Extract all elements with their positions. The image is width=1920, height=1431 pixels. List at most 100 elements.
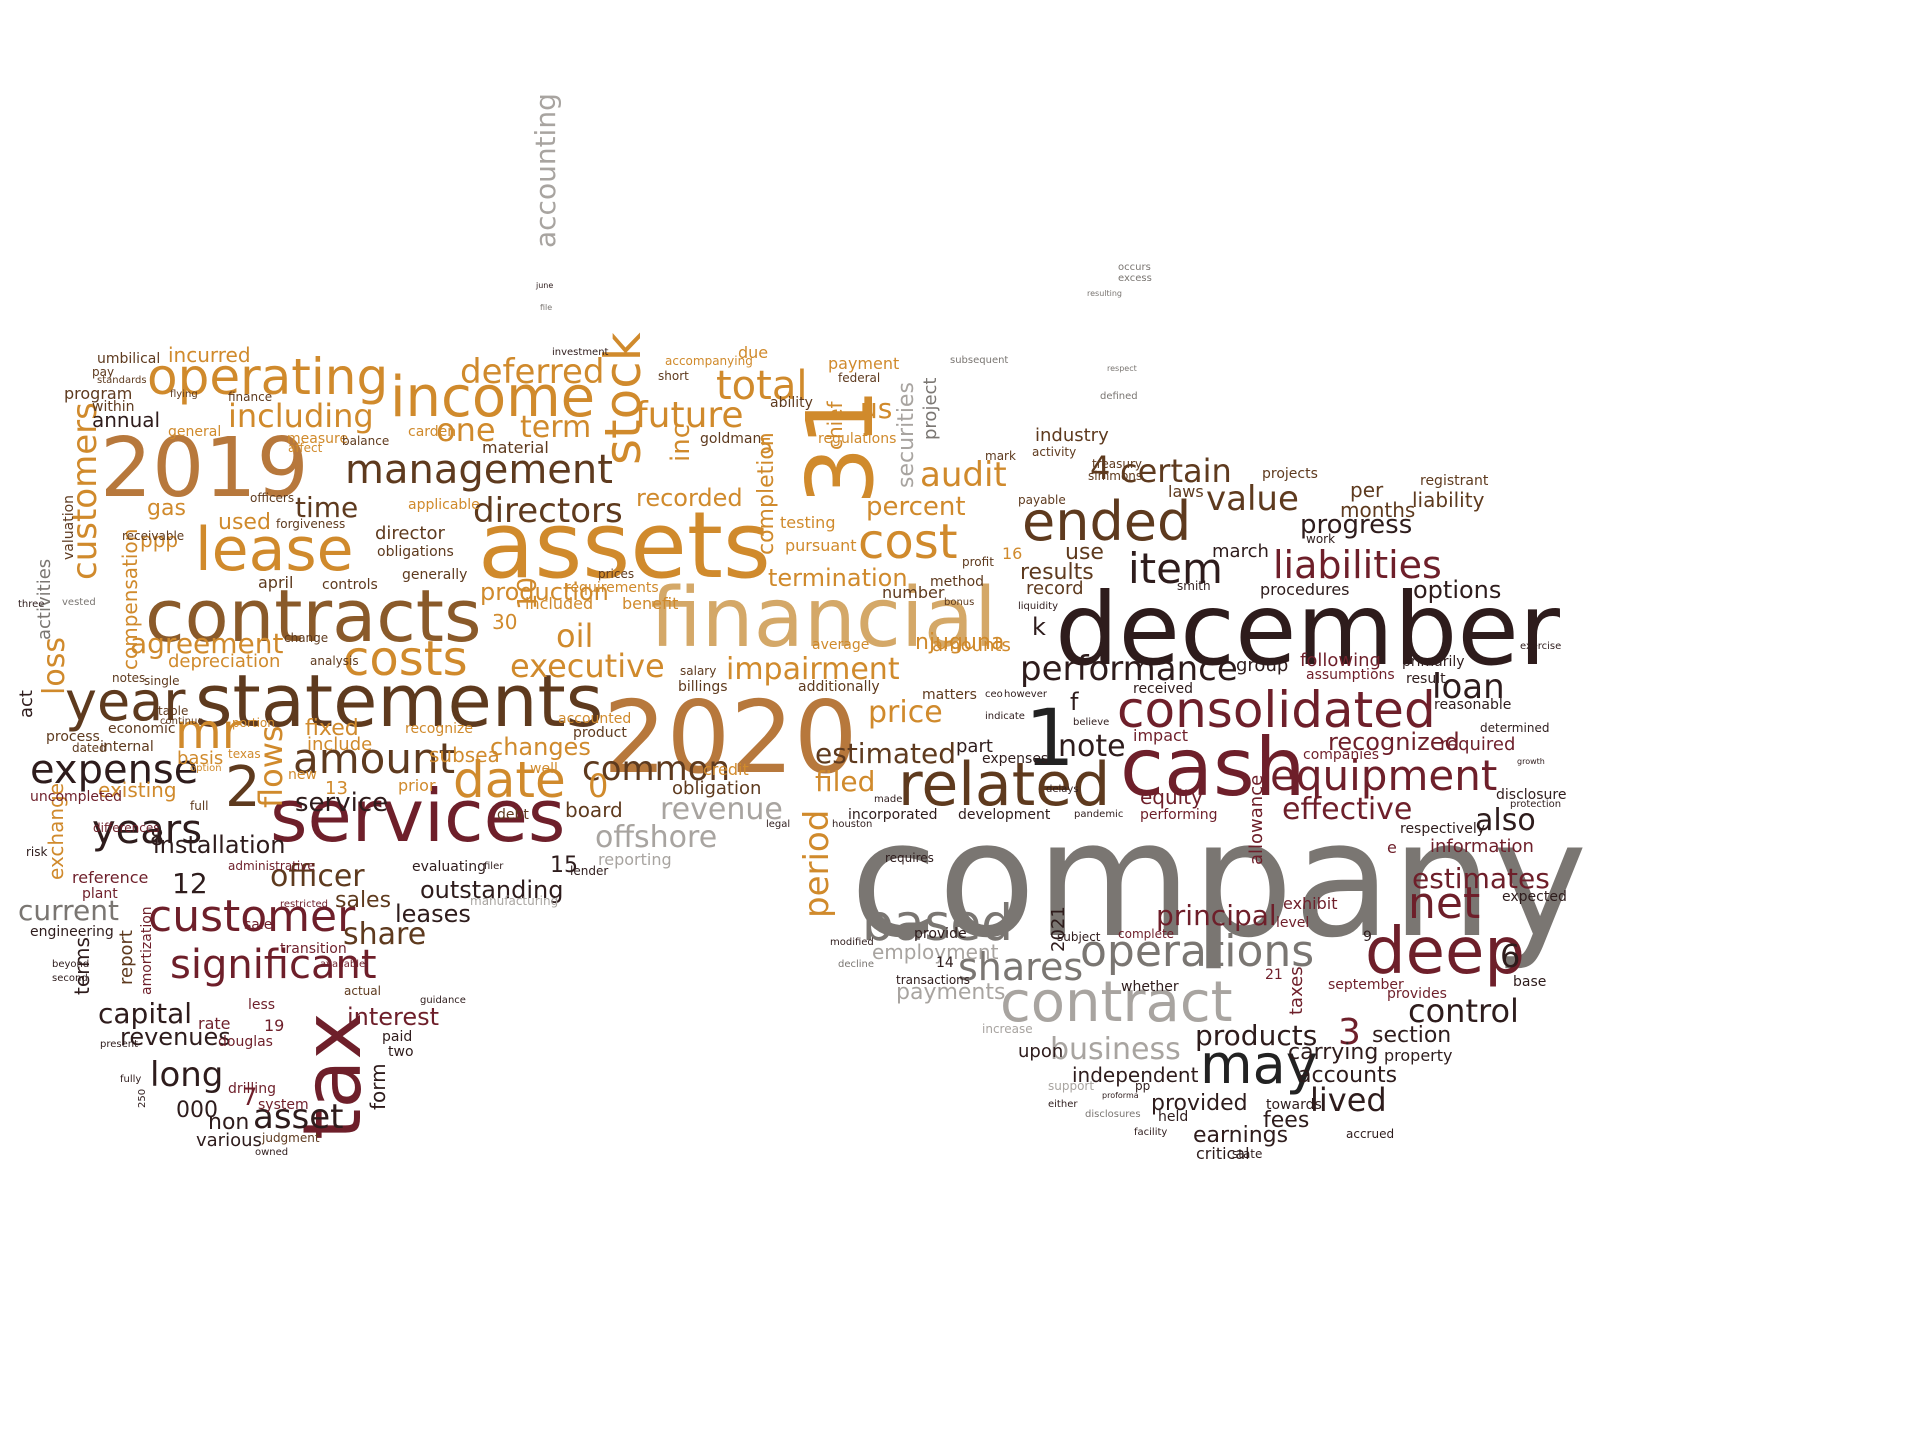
word: significant bbox=[170, 942, 377, 988]
word: restricted bbox=[280, 899, 328, 910]
word: products bbox=[1195, 1019, 1318, 1052]
word: upon bbox=[1018, 1041, 1064, 1062]
word: may bbox=[1200, 1033, 1318, 1096]
word: texas bbox=[228, 747, 261, 761]
word: three bbox=[18, 599, 45, 610]
word: vested bbox=[62, 597, 96, 608]
word: 14 bbox=[936, 955, 954, 971]
word: contracts bbox=[145, 574, 482, 658]
word: lender bbox=[570, 864, 609, 878]
word: accompanying bbox=[665, 354, 753, 368]
word: number bbox=[882, 583, 945, 602]
word: due bbox=[738, 343, 769, 362]
word: believe bbox=[1073, 717, 1110, 728]
word: legal bbox=[766, 819, 791, 830]
word: offshore bbox=[595, 820, 718, 855]
word: september bbox=[1328, 977, 1404, 993]
word: table bbox=[158, 704, 189, 718]
word: executive bbox=[510, 647, 665, 685]
word: board bbox=[565, 798, 623, 822]
word: director bbox=[375, 523, 445, 544]
word: houston bbox=[832, 819, 873, 830]
word: program bbox=[64, 384, 133, 403]
word: asset bbox=[253, 1097, 344, 1137]
word: payment bbox=[828, 354, 900, 373]
word: share bbox=[343, 917, 427, 952]
word: carrying bbox=[1288, 1040, 1379, 1065]
word: 3 bbox=[1338, 1012, 1361, 1053]
word: portion bbox=[232, 716, 275, 730]
word: payable bbox=[1018, 493, 1066, 507]
word: subsequent bbox=[950, 355, 1009, 366]
word: flows bbox=[252, 725, 290, 808]
word: requirements bbox=[565, 580, 659, 596]
word: common bbox=[582, 749, 731, 789]
word: liabilities bbox=[1273, 543, 1442, 587]
word: whether bbox=[1121, 979, 1179, 995]
word: taxes bbox=[1286, 966, 1307, 1015]
word: section bbox=[1372, 1023, 1452, 1048]
word: engineering bbox=[30, 924, 114, 940]
word: june bbox=[536, 281, 554, 290]
word: various bbox=[196, 1130, 262, 1151]
word: months bbox=[1340, 498, 1416, 522]
word: obligation bbox=[672, 778, 762, 799]
word: judgment bbox=[262, 1131, 320, 1145]
word: period bbox=[797, 809, 837, 918]
word: provides bbox=[1387, 986, 1447, 1002]
word: pandemic bbox=[1074, 809, 1124, 820]
word: capital bbox=[98, 997, 193, 1030]
word: fees bbox=[1263, 1108, 1310, 1133]
word: securities bbox=[894, 382, 919, 488]
word: procedures bbox=[1260, 580, 1350, 599]
word: held bbox=[1158, 1109, 1189, 1125]
word: revenue bbox=[660, 792, 783, 827]
word: assumptions bbox=[1306, 667, 1395, 683]
word: loan bbox=[1432, 667, 1505, 707]
word: filer bbox=[484, 861, 504, 872]
word: payments bbox=[896, 980, 1006, 1005]
word: reference bbox=[72, 868, 149, 887]
word: time bbox=[295, 491, 359, 524]
word: shares bbox=[958, 945, 1084, 989]
word: projects bbox=[1262, 466, 1318, 482]
word: term bbox=[520, 410, 592, 445]
word: changes bbox=[490, 733, 591, 761]
word: liquidity bbox=[1018, 601, 1058, 612]
word: ended bbox=[1022, 490, 1192, 553]
word: related bbox=[898, 750, 1111, 820]
word: recorded bbox=[636, 484, 743, 512]
word: expenses bbox=[982, 751, 1049, 767]
word: base bbox=[1513, 974, 1547, 990]
word: reasonable bbox=[1434, 697, 1512, 713]
word: applicable bbox=[408, 497, 480, 513]
word: balance bbox=[342, 434, 390, 448]
word: beyond bbox=[52, 959, 90, 970]
word: 7 bbox=[242, 1083, 258, 1111]
word: required bbox=[1440, 734, 1516, 755]
word: 000 bbox=[176, 1098, 218, 1123]
word: flying bbox=[170, 389, 198, 400]
word: fixed bbox=[305, 716, 359, 741]
word: years bbox=[92, 807, 203, 853]
word: excess bbox=[1118, 273, 1152, 284]
word: total bbox=[716, 363, 808, 409]
word: manufacturing bbox=[470, 894, 559, 908]
word: amounts bbox=[932, 635, 1011, 656]
word: transactions bbox=[896, 973, 971, 987]
word: exercise bbox=[1520, 641, 1562, 652]
word: operations bbox=[1080, 926, 1315, 977]
word: march bbox=[1212, 541, 1269, 562]
word: 12 bbox=[172, 867, 208, 900]
word: plant bbox=[82, 886, 118, 902]
word: termination bbox=[768, 564, 908, 592]
word: net bbox=[1408, 878, 1481, 929]
word: amount bbox=[293, 734, 456, 783]
word: support bbox=[1048, 1079, 1095, 1093]
word: received bbox=[1133, 681, 1194, 697]
word: mark bbox=[985, 449, 1016, 463]
word: future bbox=[635, 395, 744, 436]
word: either bbox=[1048, 1099, 1078, 1110]
word: 6 bbox=[1500, 937, 1521, 975]
word: us bbox=[860, 392, 893, 425]
